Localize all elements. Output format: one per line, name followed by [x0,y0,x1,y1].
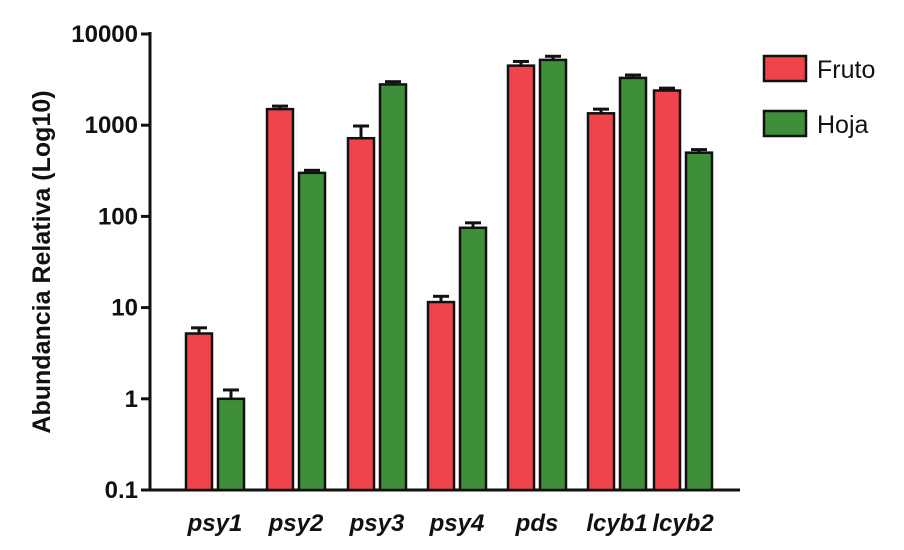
x-tick-labels: psy1 psy2 psy3 psy4 pds lcyb1 lcyb2 [187,510,715,537]
legend: Fruto Hoja [762,54,875,139]
legend-label-fruto: Fruto [817,56,875,84]
bar-hoja-lcyb1 [618,76,648,492]
bar-fruto-psy1 [184,332,214,492]
error-bars [191,54,707,399]
y-tick-label: 1 [125,386,138,413]
bar-fruto-psy2 [265,107,295,492]
x-tick-label-psy2: psy2 [268,510,324,537]
legend-swatch-hoja [762,109,808,138]
x-tick-label-psy1: psy1 [187,510,243,537]
bar-fruto-psy3 [346,136,376,492]
y-ticks: 0.1 1 10 100 1000 10000 [71,21,150,504]
y-tick-label: 1000 [85,112,138,139]
bar-hoja-lcyb2 [684,151,714,492]
y-tick-label: 10000 [71,21,138,48]
bar-fruto-lcyb1 [586,112,616,492]
legend-label-hoja: Hoja [817,111,869,139]
bar-fruto-psy4 [426,300,456,492]
bar-fruto-pds [506,64,536,492]
bar-hoja-psy1 [216,397,246,492]
bar-hoja-psy3 [378,83,408,492]
x-tick-label-psy3: psy3 [349,510,405,537]
x-tick-label-lcyb1: lcyb1 [586,510,647,537]
bar-hoja-pds [538,58,568,492]
legend-swatch-fruto [762,54,808,83]
bar-fruto-lcyb2 [652,89,682,492]
y-tick-label: 10 [111,295,138,322]
x-tick-label-lcyb2: lcyb2 [652,510,714,537]
x-tick-label-pds: pds [515,510,559,537]
bar-hoja-psy2 [297,171,327,492]
bar-hoja-psy4 [458,226,488,492]
y-tick-label: 0.1 [105,477,138,504]
x-tick-label-psy4: psy4 [429,510,485,537]
y-axis-title: Abundancia Relativa (Log10) [28,90,56,433]
y-tick-label: 100 [98,203,138,230]
bars [184,58,714,492]
